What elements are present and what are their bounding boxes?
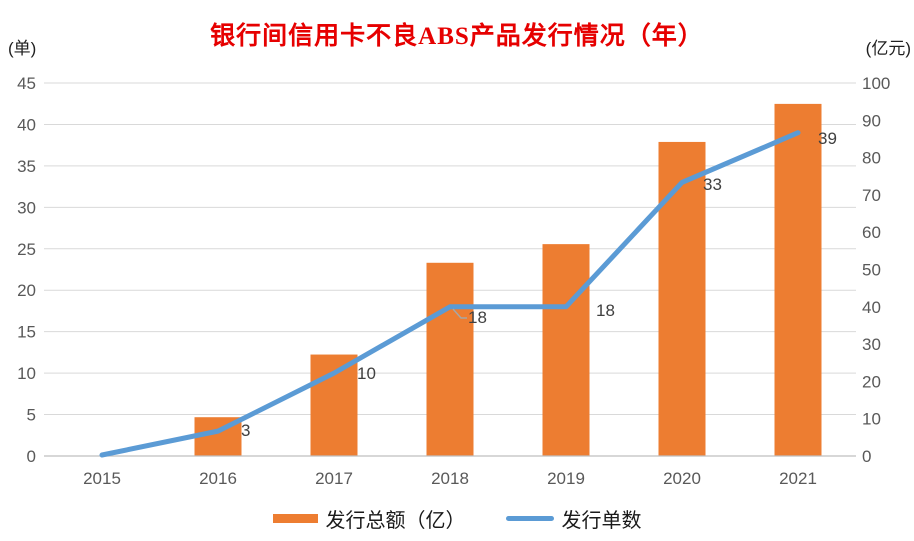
data-label: 39 xyxy=(818,129,837,148)
right-axis-tick-label: 100 xyxy=(862,74,890,93)
bar-2021 xyxy=(774,103,822,456)
line-series-label: 发行单数 xyxy=(561,509,642,532)
data-label: 33 xyxy=(703,175,722,194)
left-axis-tick-label: 25 xyxy=(17,240,36,259)
trend-line xyxy=(99,130,801,458)
right-axis-tick-label: 90 xyxy=(862,111,881,130)
x-axis-category-label: 2016 xyxy=(199,469,237,488)
bar-2020 xyxy=(658,141,706,456)
left-axis-tick-label: 20 xyxy=(17,281,36,300)
bar-2018 xyxy=(426,262,474,456)
data-label: 3 xyxy=(241,421,250,440)
chart-title: 银行间信用卡不良ABS产品发行情况（年） xyxy=(210,23,704,50)
chart-legend: 发行总额（亿） 发行单数 xyxy=(0,500,914,536)
left-axis-tick-label: 5 xyxy=(27,406,36,425)
data-label: 18 xyxy=(468,308,487,327)
legend-item-bar-series: 发行总额（亿） xyxy=(272,504,466,533)
right-axis-tick-label: 30 xyxy=(862,335,881,354)
line-series-swatch-icon xyxy=(505,515,554,521)
left-axis-tick-label: 0 xyxy=(27,447,36,466)
left-axis-unit-label: (单) xyxy=(8,39,37,58)
data-label-leader-line xyxy=(452,308,467,319)
bar-series-swatch-icon xyxy=(272,513,318,523)
right-axis-tick-label: 40 xyxy=(862,298,881,317)
right-axis-tick-label: 60 xyxy=(862,223,881,242)
right-axis-tick-label: 20 xyxy=(862,372,881,391)
data-label: 18 xyxy=(596,301,615,320)
right-axis-unit-label: (亿元) xyxy=(865,39,911,58)
right-axis-tick-label: 80 xyxy=(862,149,881,168)
data-label: 10 xyxy=(357,364,376,383)
left-axis-tick-label: 45 xyxy=(17,74,36,93)
x-axis-category-label: 2018 xyxy=(431,469,469,488)
left-axis-tick-label: 15 xyxy=(17,323,36,342)
left-axis-tick-label: 40 xyxy=(17,115,36,134)
x-axis-category-label: 2021 xyxy=(779,469,817,488)
right-axis-tick-label: 10 xyxy=(862,410,881,429)
left-axis-tick-label: 30 xyxy=(17,198,36,217)
x-axis-category-label: 2015 xyxy=(83,469,121,488)
legend-item-line-series: 发行单数 xyxy=(505,504,642,533)
x-axis-category-label: 2019 xyxy=(547,469,585,488)
right-axis-tick-label: 70 xyxy=(862,186,881,205)
bar-2019 xyxy=(542,244,590,456)
left-axis-tick-label: 35 xyxy=(17,157,36,176)
right-axis-tick-label: 50 xyxy=(862,261,881,280)
right-axis-tick-label: 0 xyxy=(862,447,871,466)
x-axis-category-label: 2017 xyxy=(315,469,353,488)
left-axis-tick-label: 10 xyxy=(17,364,36,383)
bar-2017 xyxy=(310,354,358,456)
x-axis-category-label: 2020 xyxy=(663,469,701,488)
bar-series-label: 发行总额（亿） xyxy=(325,509,466,532)
